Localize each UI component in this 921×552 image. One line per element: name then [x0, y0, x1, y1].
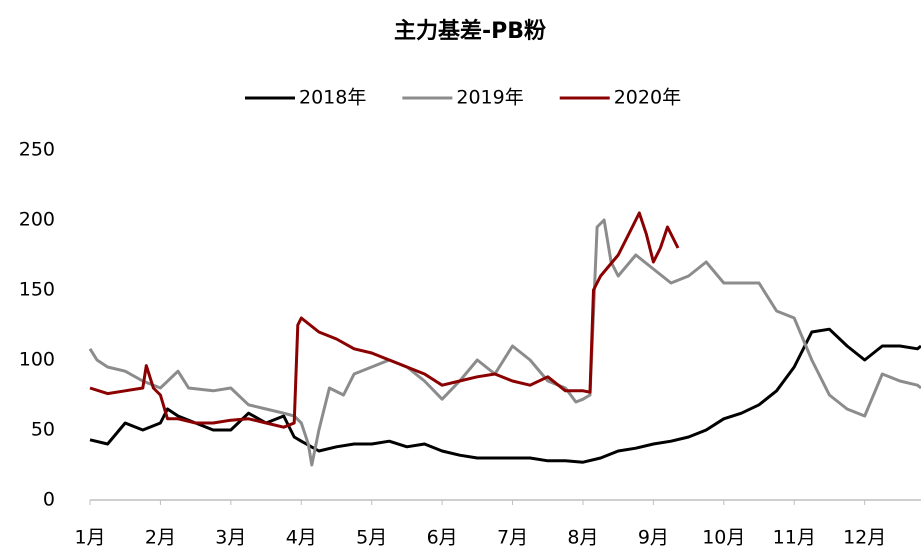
x-tick-label: 6月	[427, 527, 458, 549]
y-tick-label: 100	[19, 349, 55, 371]
x-tick-label: 5月	[356, 527, 387, 549]
x-tick-label: 10月	[702, 527, 745, 549]
x-tick-label: 11月	[773, 527, 816, 549]
legend-label: 2019年	[456, 87, 523, 109]
series-line	[89, 211, 680, 429]
x-tick-label: 12月	[843, 527, 886, 549]
x-tick-label: 4月	[286, 527, 317, 549]
legend-label: 2020年	[614, 87, 681, 109]
x-tick-label: 1月	[74, 527, 105, 549]
x-tick-label: 3月	[215, 527, 246, 549]
x-tick-label: 7月	[497, 527, 528, 549]
x-tick-label: 2月	[145, 527, 176, 549]
y-tick-label: 0	[43, 489, 55, 511]
y-tick-label: 50	[31, 419, 55, 441]
y-tick-label: 250	[19, 139, 55, 161]
legend-label: 2018年	[299, 87, 366, 109]
y-tick-label: 150	[19, 279, 55, 301]
chart-title: 主力基差-PB粉	[394, 18, 546, 44]
y-tick-label: 200	[19, 209, 55, 231]
x-tick-label: 9月	[638, 527, 669, 549]
series-line	[88, 218, 921, 467]
x-tick-label: 8月	[567, 527, 598, 549]
series-line	[89, 327, 921, 464]
